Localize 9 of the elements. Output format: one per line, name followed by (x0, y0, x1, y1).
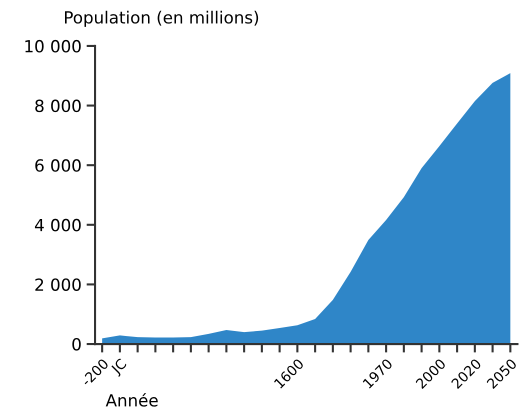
y-tick-label: 10 000 (25, 40, 81, 53)
x-axis-title: Année (106, 393, 158, 407)
y-tick-label: 0 (72, 338, 81, 351)
y-tick-label: 2 000 (35, 278, 81, 291)
y-tick-label: 8 000 (35, 100, 81, 112)
y-axis-title: Population (en millions) (64, 10, 258, 27)
y-tick-label: 4 000 (34, 218, 81, 232)
x-tick-label: JC (110, 358, 129, 377)
y-tick-label: 6 000 (35, 159, 81, 172)
